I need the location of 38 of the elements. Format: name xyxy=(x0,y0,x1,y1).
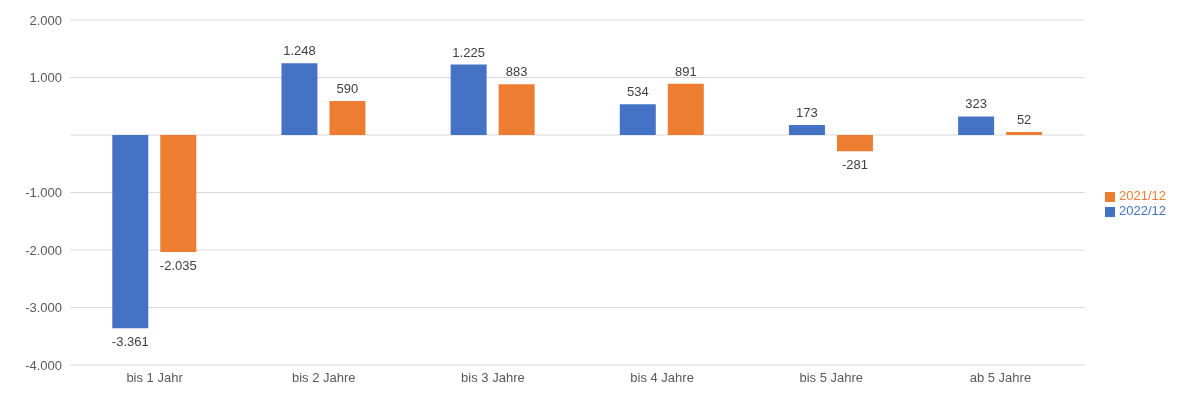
bar xyxy=(1006,132,1043,135)
y-tick-label: 1.000 xyxy=(29,70,62,86)
bar xyxy=(619,104,656,135)
bar xyxy=(788,125,825,135)
y-tick-label: -3.000 xyxy=(25,300,62,316)
y-tick-label: -1.000 xyxy=(25,185,62,201)
data-label: 323 xyxy=(965,96,987,112)
y-tick-label: -4.000 xyxy=(25,357,62,373)
data-label: 173 xyxy=(796,105,818,121)
y-tick-label: 2.000 xyxy=(29,12,62,28)
bar xyxy=(498,84,535,135)
x-tick-label: bis 4 Jahre xyxy=(630,370,694,386)
x-tick-label: ab 5 Jahre xyxy=(969,370,1032,386)
data-label: 1.225 xyxy=(452,44,485,60)
bar xyxy=(450,64,487,135)
data-label: 883 xyxy=(505,64,528,80)
bar xyxy=(160,135,197,253)
x-tick-label: bis 1 Jahr xyxy=(126,370,184,386)
y-tick-label: -2.000 xyxy=(25,242,62,258)
data-label: -2.035 xyxy=(159,258,197,274)
bar xyxy=(112,135,149,329)
data-label: 534 xyxy=(626,84,649,100)
data-label: 891 xyxy=(674,63,697,79)
data-label: 52 xyxy=(1016,112,1032,128)
x-tick-label: bis 3 Jahre xyxy=(461,370,525,386)
data-label: 590 xyxy=(336,81,359,97)
bar xyxy=(836,135,873,152)
data-label: -3.361 xyxy=(111,334,149,350)
bar xyxy=(958,116,995,135)
x-tick-label: bis 2 Jahre xyxy=(291,370,356,386)
bar xyxy=(281,63,318,135)
legend-label: 2022/12 xyxy=(1119,203,1166,218)
legend-label: 2021/12 xyxy=(1119,188,1166,203)
data-label: -281 xyxy=(841,157,868,173)
bar xyxy=(329,101,366,135)
x-tick-label: bis 5 Jahre xyxy=(799,370,864,386)
bar xyxy=(667,83,704,135)
data-label: 1.248 xyxy=(283,43,316,59)
